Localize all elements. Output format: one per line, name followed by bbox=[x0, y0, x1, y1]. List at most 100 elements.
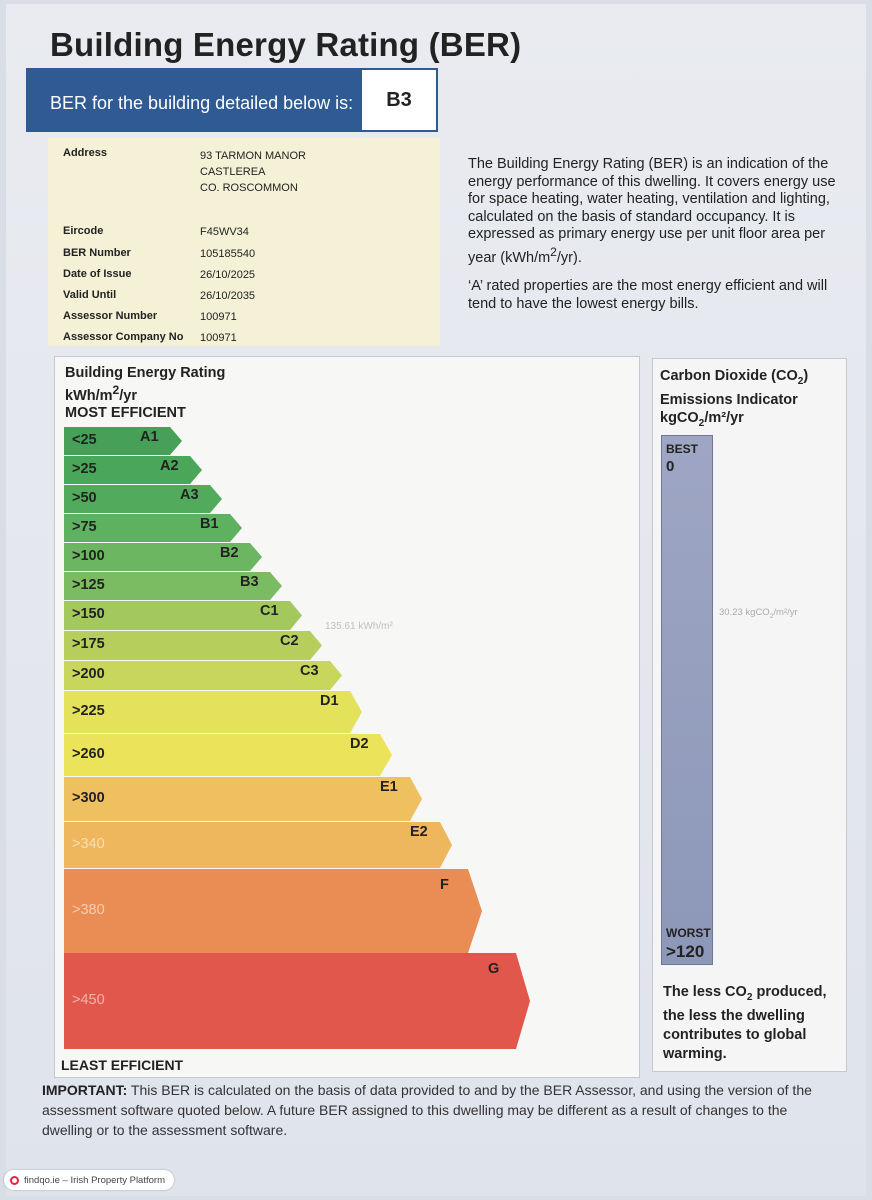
subscript: 2 bbox=[746, 991, 753, 1003]
co2-title: Carbon Dioxide (CO2) bbox=[660, 367, 808, 391]
subscript: 2 bbox=[797, 375, 804, 387]
co2-title-line2: Emissions Indicator bbox=[660, 391, 798, 408]
most-efficient-label: MOST EFFICIENT bbox=[65, 404, 186, 421]
ber-result-value: B3 bbox=[360, 68, 438, 132]
rating-band-letter: D2 bbox=[350, 736, 369, 752]
rating-band-letter: D1 bbox=[320, 693, 339, 709]
rating-band-letter: B3 bbox=[240, 574, 259, 590]
rating-band-range: >150 bbox=[72, 606, 105, 622]
assessor-company-label: Assessor Company No bbox=[63, 331, 184, 343]
co2-best-label: BEST bbox=[666, 442, 699, 456]
superscript: 2 bbox=[112, 383, 120, 397]
address-line: CASTLEREA bbox=[200, 166, 266, 178]
property-details-panel: Address 93 TARMON MANOR CASTLEREA CO. RO… bbox=[48, 138, 440, 346]
eircode-label: Eircode bbox=[63, 225, 104, 237]
rating-band-range: >125 bbox=[72, 577, 105, 593]
rating-band-range: >25 bbox=[72, 461, 97, 477]
rating-band-range: >100 bbox=[72, 548, 105, 564]
findqo-watermark[interactable]: findqo.ie – Irish Property Platform bbox=[4, 1170, 174, 1190]
rating-band-a2: >25 A2 bbox=[64, 456, 202, 484]
rating-band-range: >300 bbox=[72, 790, 105, 806]
valid-until-label: Valid Until bbox=[63, 289, 117, 301]
co2-note-text: The less CO bbox=[663, 984, 747, 1000]
important-label: IMPORTANT: bbox=[42, 1082, 128, 1098]
ber-number-label: BER Number bbox=[63, 247, 131, 259]
energy-rating-chart: Building Energy Rating kWh/m2/yr MOST EF… bbox=[54, 356, 640, 1078]
rating-band-c2: >175 C2 bbox=[64, 631, 322, 660]
address-line: 93 TARMON MANOR bbox=[200, 150, 306, 162]
rating-band-e1: >300 E1 bbox=[64, 777, 422, 821]
rating-band-b3: >125 B3 bbox=[64, 572, 282, 600]
assessor-number-value: 100971 bbox=[200, 311, 237, 323]
co2-emissions-panel: Carbon Dioxide (CO2) Emissions Indicator… bbox=[652, 358, 847, 1072]
rating-band-g: >450 G bbox=[64, 953, 530, 1049]
rating-band-range: >50 bbox=[72, 490, 97, 506]
least-efficient-label: LEAST EFFICIENT bbox=[61, 1057, 184, 1073]
assessor-company-value: 100971 bbox=[200, 332, 237, 344]
rating-band-a3: >50 A3 bbox=[64, 485, 222, 513]
rating-band-letter: G bbox=[488, 961, 500, 977]
rating-band-letter: A2 bbox=[160, 458, 179, 474]
co2-scale-bar: BEST 0 WORST >120 bbox=[661, 435, 713, 965]
co2-note-text-end: produced, the less the dwelling contribu… bbox=[663, 984, 827, 1062]
co2-unit: kgCO2/m²/yr bbox=[660, 409, 808, 433]
rating-band-range: >75 bbox=[72, 519, 97, 535]
rating-band-letter: C1 bbox=[260, 603, 279, 619]
rating-band-range: >175 bbox=[72, 636, 105, 652]
ber-explanation-text: The Building Energy Rating (BER) is an i… bbox=[468, 156, 836, 266]
rating-band-b2: >100 B2 bbox=[64, 543, 262, 571]
chart-unit-text-end: /yr bbox=[119, 387, 137, 404]
rating-band-letter: B1 bbox=[200, 516, 219, 532]
rating-band-letter: E2 bbox=[410, 824, 428, 840]
issue-date-value: 26/10/2025 bbox=[200, 269, 256, 281]
co2-best-value: 0 bbox=[666, 458, 675, 475]
rating-band-range: >380 bbox=[72, 902, 105, 918]
chart-title: Building Energy Rating bbox=[65, 365, 226, 381]
co2-value-marker: 30.23 kgCO2/m²/yr bbox=[719, 607, 798, 620]
ber-explanation-text-end: /yr). bbox=[556, 249, 582, 266]
rating-band-f: >380 F bbox=[64, 869, 482, 953]
co2-value-text-end: /m²/yr bbox=[773, 607, 798, 618]
document-title: Building Energy Rating (BER) bbox=[50, 26, 522, 63]
rating-band-range: >450 bbox=[72, 992, 105, 1008]
ber-explanation: The Building Energy Rating (BER) is an i… bbox=[468, 156, 843, 267]
rating-band-range: >200 bbox=[72, 666, 105, 682]
rating-band-letter: C2 bbox=[280, 633, 299, 649]
co2-worst-label: WORST bbox=[666, 926, 711, 940]
valid-until-value: 26/10/2035 bbox=[200, 290, 256, 302]
co2-title-text: Carbon Dioxide (CO bbox=[660, 368, 798, 384]
co2-worst-value: >120 bbox=[666, 942, 705, 961]
co2-value-text: 30.23 kgCO bbox=[719, 607, 770, 618]
subscript: 2 bbox=[698, 417, 705, 429]
chart-unit-text: kWh/m bbox=[65, 387, 113, 404]
co2-heading: Carbon Dioxide (CO2) Emissions Indicator… bbox=[660, 367, 808, 433]
rating-band-range: >225 bbox=[72, 703, 105, 719]
address-label: Address bbox=[63, 147, 108, 159]
eircode-value: F45WV34 bbox=[200, 226, 249, 238]
ber-number-value: 105185540 bbox=[200, 248, 256, 260]
co2-unit-text-end: /m²/yr bbox=[704, 409, 744, 426]
assessor-number-label: Assessor Number bbox=[63, 310, 158, 322]
rating-band-letter: B2 bbox=[220, 545, 239, 561]
rating-band-e2: >340 E2 bbox=[64, 822, 452, 868]
superscript: 2 bbox=[550, 244, 557, 259]
ber-result-band: BER for the building detailed below is: bbox=[26, 68, 360, 132]
rating-band-d1: >225 D1 bbox=[64, 691, 362, 733]
co2-note: The less CO2 produced, the less the dwel… bbox=[663, 983, 843, 1064]
rating-band-d2: >260 D2 bbox=[64, 734, 392, 776]
rating-band-letter: E1 bbox=[380, 779, 398, 795]
watermark-text: findqo.ie – Irish Property Platform bbox=[24, 1174, 165, 1186]
rating-band-letter: A1 bbox=[140, 429, 159, 445]
chart-unit: kWh/m2/yr bbox=[65, 382, 225, 405]
location-pin-icon bbox=[10, 1175, 19, 1185]
rating-value-marker: 135.61 kWh/m² bbox=[325, 621, 393, 632]
co2-unit-text: kgCO bbox=[660, 409, 699, 426]
rating-band-b1: >75 B1 bbox=[64, 514, 242, 542]
rating-band-letter: A3 bbox=[180, 487, 199, 503]
a-rating-explanation: ‘A’ rated properties are the most energy… bbox=[468, 278, 828, 312]
important-notice: IMPORTANT: This BER is calculated on the… bbox=[42, 1080, 822, 1140]
important-text: This BER is calculated on the basis of d… bbox=[42, 1082, 812, 1138]
issue-date-label: Date of Issue bbox=[63, 268, 132, 280]
rating-band-range: <25 bbox=[72, 432, 97, 448]
rating-band-range: >340 bbox=[72, 836, 105, 852]
